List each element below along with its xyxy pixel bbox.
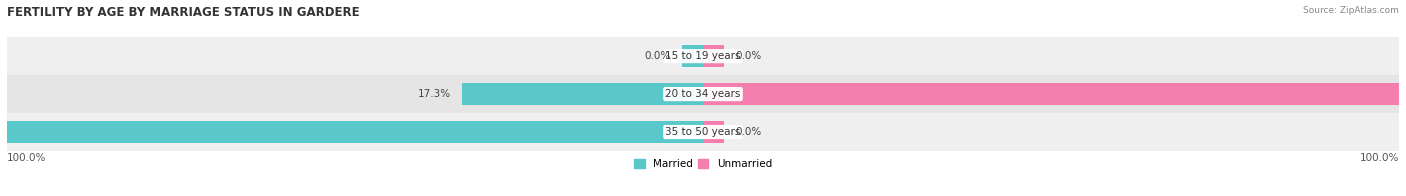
Bar [463, 83, 703, 105]
Bar [0, 121, 703, 143]
Text: FERTILITY BY AGE BY MARRIAGE STATUS IN GARDERE: FERTILITY BY AGE BY MARRIAGE STATUS IN G… [7, 6, 360, 19]
Text: 0.0%: 0.0% [735, 127, 761, 137]
Text: 20 to 34 years: 20 to 34 years [665, 89, 741, 99]
Bar [682, 45, 703, 67]
Legend: Married, Unmarried: Married, Unmarried [634, 159, 772, 169]
Text: 17.3%: 17.3% [418, 89, 451, 99]
Text: Source: ZipAtlas.com: Source: ZipAtlas.com [1303, 6, 1399, 15]
Text: 100.0%: 100.0% [1360, 153, 1399, 163]
Text: 100.0%: 100.0% [7, 153, 46, 163]
Bar [7, 37, 1399, 75]
Text: 0.0%: 0.0% [645, 51, 671, 61]
Bar [703, 45, 724, 67]
Bar [703, 121, 724, 143]
Text: 35 to 50 years: 35 to 50 years [665, 127, 741, 137]
Text: 15 to 19 years: 15 to 19 years [665, 51, 741, 61]
Bar [7, 75, 1399, 113]
Bar [703, 83, 1406, 105]
Bar [7, 113, 1399, 151]
Text: 0.0%: 0.0% [735, 51, 761, 61]
